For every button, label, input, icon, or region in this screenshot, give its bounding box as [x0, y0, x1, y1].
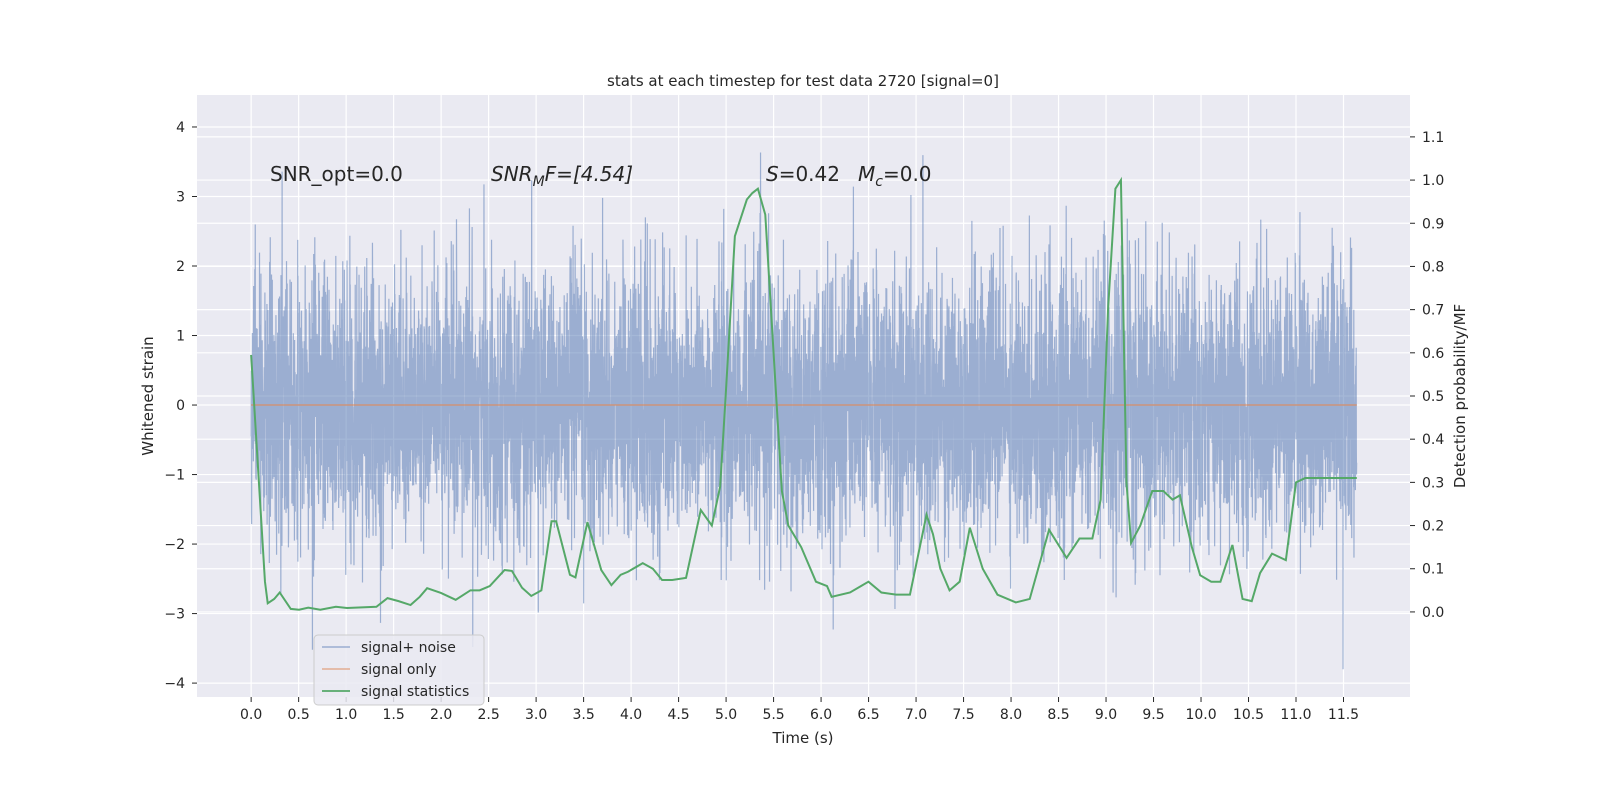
- right-tick-label: 0.3: [1422, 475, 1444, 491]
- x-tick-label: 9.0: [1095, 707, 1117, 723]
- series-signal-plus-noise: [250, 152, 1358, 670]
- noise-line: [250, 152, 1358, 670]
- chart-title: stats at each timestep for test data 272…: [607, 72, 999, 90]
- x-tick-label: 4.5: [667, 707, 689, 723]
- series-signal-statistics: [250, 176, 1357, 611]
- legend-label-stats: signal statistics: [361, 684, 469, 700]
- y-tick-label: −2: [164, 537, 185, 553]
- x-tick-label: 0.0: [240, 707, 262, 723]
- right-tick-label: 0.7: [1422, 303, 1444, 319]
- right-axis-label: Detection probability/MF: [1451, 304, 1469, 488]
- x-tick-label: 1.0: [335, 707, 357, 723]
- right-axis-ticks: 0.0 0.1 0.2 0.3 0.4 0.5 0.6 0.7 0.8 0.9 1.0 1.1: [1410, 130, 1444, 621]
- y-tick-label: 3: [176, 189, 185, 205]
- legend: signal+ noise signal only signal statist…: [313, 634, 485, 706]
- x-tick-label: 3.0: [525, 707, 547, 723]
- legend-box: [313, 634, 485, 706]
- x-tick-label: 6.5: [857, 707, 879, 723]
- x-tick-label: 11.5: [1328, 707, 1359, 723]
- annotation-snr-mf: SNRMF=[4.54]: [491, 162, 633, 190]
- right-tick-label: 0.5: [1422, 389, 1444, 405]
- legend-label-signal: signal only: [361, 662, 436, 678]
- snr-mf-rest: F=[4.54]: [545, 162, 633, 186]
- s-value: =0.42: [779, 162, 840, 186]
- right-tick-label: 0.2: [1422, 519, 1444, 535]
- y-tick-label: 1: [176, 329, 185, 345]
- x-tick-label: 4.0: [620, 707, 642, 723]
- legend-label-noise: signal+ noise: [361, 640, 456, 656]
- x-tick-label: 9.5: [1142, 707, 1164, 723]
- y-axis-ticks: −4 −3 −2 −1 0 1 2 3 4: [164, 120, 197, 692]
- y-axis-label: Whitened strain: [139, 336, 157, 455]
- x-tick-label: 10.5: [1233, 707, 1264, 723]
- x-tick-label: 7.5: [952, 707, 974, 723]
- x-tick-label: 11.0: [1280, 707, 1311, 723]
- x-tick-label: 2.0: [430, 707, 452, 723]
- y-tick-label: −4: [164, 676, 185, 692]
- right-tick-label: 0.9: [1422, 216, 1444, 232]
- x-tick-label: 5.0: [715, 707, 737, 723]
- mc-main: M: [858, 162, 875, 186]
- x-tick-label: 2.5: [477, 707, 499, 723]
- x-tick-label: 6.0: [810, 707, 832, 723]
- snr-mf-sub: M: [533, 174, 545, 190]
- x-axis-ticks: 0.0 0.5 1.0 1.5 2.0 2.5 3.0 3.5 4.0 4.5 5.0 5.5 6.0 6…: [240, 697, 1359, 723]
- right-tick-label: 0.4: [1422, 432, 1444, 448]
- y-tick-label: 0: [176, 398, 185, 414]
- x-tick-label: 10.0: [1185, 707, 1216, 723]
- mc-value: =0.0: [883, 162, 932, 186]
- x-tick-label: 0.5: [288, 707, 310, 723]
- y-tick-label: −3: [164, 607, 185, 623]
- x-tick-label: 3.5: [572, 707, 594, 723]
- right-tick-label: 1.1: [1422, 130, 1444, 146]
- x-tick-label: 7.0: [905, 707, 927, 723]
- x-axis-label: Time (s): [772, 729, 834, 747]
- right-tick-label: 0.1: [1422, 562, 1444, 578]
- snr-mf-main: SNR: [491, 162, 533, 186]
- x-tick-label: 8.5: [1047, 707, 1069, 723]
- right-tick-label: 0.0: [1422, 605, 1444, 621]
- annotation-s-mc: S=0.42 Mc=0.0: [766, 162, 932, 190]
- annotation-snr-opt: SNR_opt=0.0: [270, 162, 403, 186]
- right-tick-label: 1.0: [1422, 173, 1444, 189]
- x-tick-label: 8.0: [1000, 707, 1022, 723]
- x-tick-label: 1.5: [382, 707, 404, 723]
- right-tick-label: 0.8: [1422, 259, 1444, 275]
- right-tick-label: 0.6: [1422, 346, 1444, 362]
- stats-line: [250, 176, 1357, 611]
- s-label: S: [766, 162, 779, 186]
- mc-sub: c: [875, 174, 883, 190]
- x-tick-label: 5.5: [762, 707, 784, 723]
- y-tick-label: 4: [176, 120, 185, 136]
- y-tick-label: 2: [176, 259, 185, 275]
- y-tick-label: −1: [164, 468, 185, 484]
